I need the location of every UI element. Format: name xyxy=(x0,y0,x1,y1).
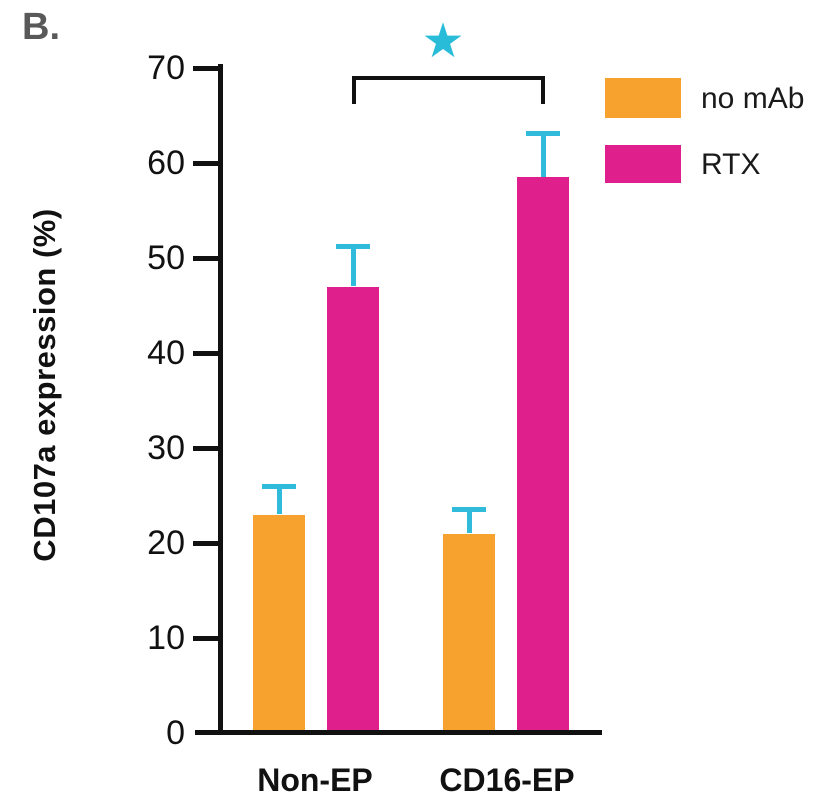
y-tick-label-60: 60 xyxy=(147,144,185,182)
significance-star-icon: ★ xyxy=(421,15,465,68)
bar-non-ep-no-mab xyxy=(253,514,305,735)
legend-swatch-rtx xyxy=(605,145,681,183)
x-category-label-cd16-ep: CD16-EP xyxy=(439,762,575,798)
panel-label: B. xyxy=(22,6,60,48)
error-bar-cap-non-ep-no-mab xyxy=(262,483,296,489)
y-tick-label-10: 10 xyxy=(147,619,185,657)
error-bar-cap-cd16-ep-no-mab xyxy=(452,506,486,512)
x-axis-line xyxy=(195,730,602,735)
legend-label-no-mab: no mAb xyxy=(701,82,805,115)
y-axis-line xyxy=(218,64,223,735)
y-tick-mark-30 xyxy=(193,445,220,451)
significance-bracket-left-tick xyxy=(352,76,356,104)
y-tick-label-50: 50 xyxy=(147,239,185,277)
y-tick-mark-60 xyxy=(193,160,220,166)
y-tick-label-20: 20 xyxy=(147,524,185,562)
y-tick-mark-50 xyxy=(193,255,220,261)
y-tick-label-0: 0 xyxy=(166,714,185,752)
error-bar-stem-non-ep-rtx xyxy=(350,247,356,287)
error-bar-stem-cd16-ep-rtx xyxy=(540,134,546,178)
y-tick-label-30: 30 xyxy=(147,429,185,467)
significance-bracket-horizontal xyxy=(352,76,545,80)
legend-label-rtx: RTX xyxy=(701,148,761,181)
bar-cd16-ep-no-mab xyxy=(443,533,495,735)
legend-swatch-no-mab xyxy=(605,78,681,118)
y-tick-mark-70 xyxy=(193,65,220,71)
bar-cd16-ep-rtx xyxy=(517,177,569,735)
y-tick-mark-10 xyxy=(193,635,220,641)
error-bar-stem-cd16-ep-no-mab xyxy=(466,510,472,534)
y-tick-mark-40 xyxy=(193,350,220,356)
y-tick-label-40: 40 xyxy=(147,334,185,372)
bar-non-ep-rtx xyxy=(327,286,379,735)
error-bar-stem-non-ep-no-mab xyxy=(276,487,282,515)
y-tick-label-70: 70 xyxy=(147,49,185,87)
significance-bracket-right-tick xyxy=(541,76,545,104)
error-bar-cap-non-ep-rtx xyxy=(336,243,370,249)
x-category-label-non-ep: Non-EP xyxy=(257,762,373,798)
y-tick-mark-20 xyxy=(193,540,220,546)
error-bar-cap-cd16-ep-rtx xyxy=(526,130,560,136)
